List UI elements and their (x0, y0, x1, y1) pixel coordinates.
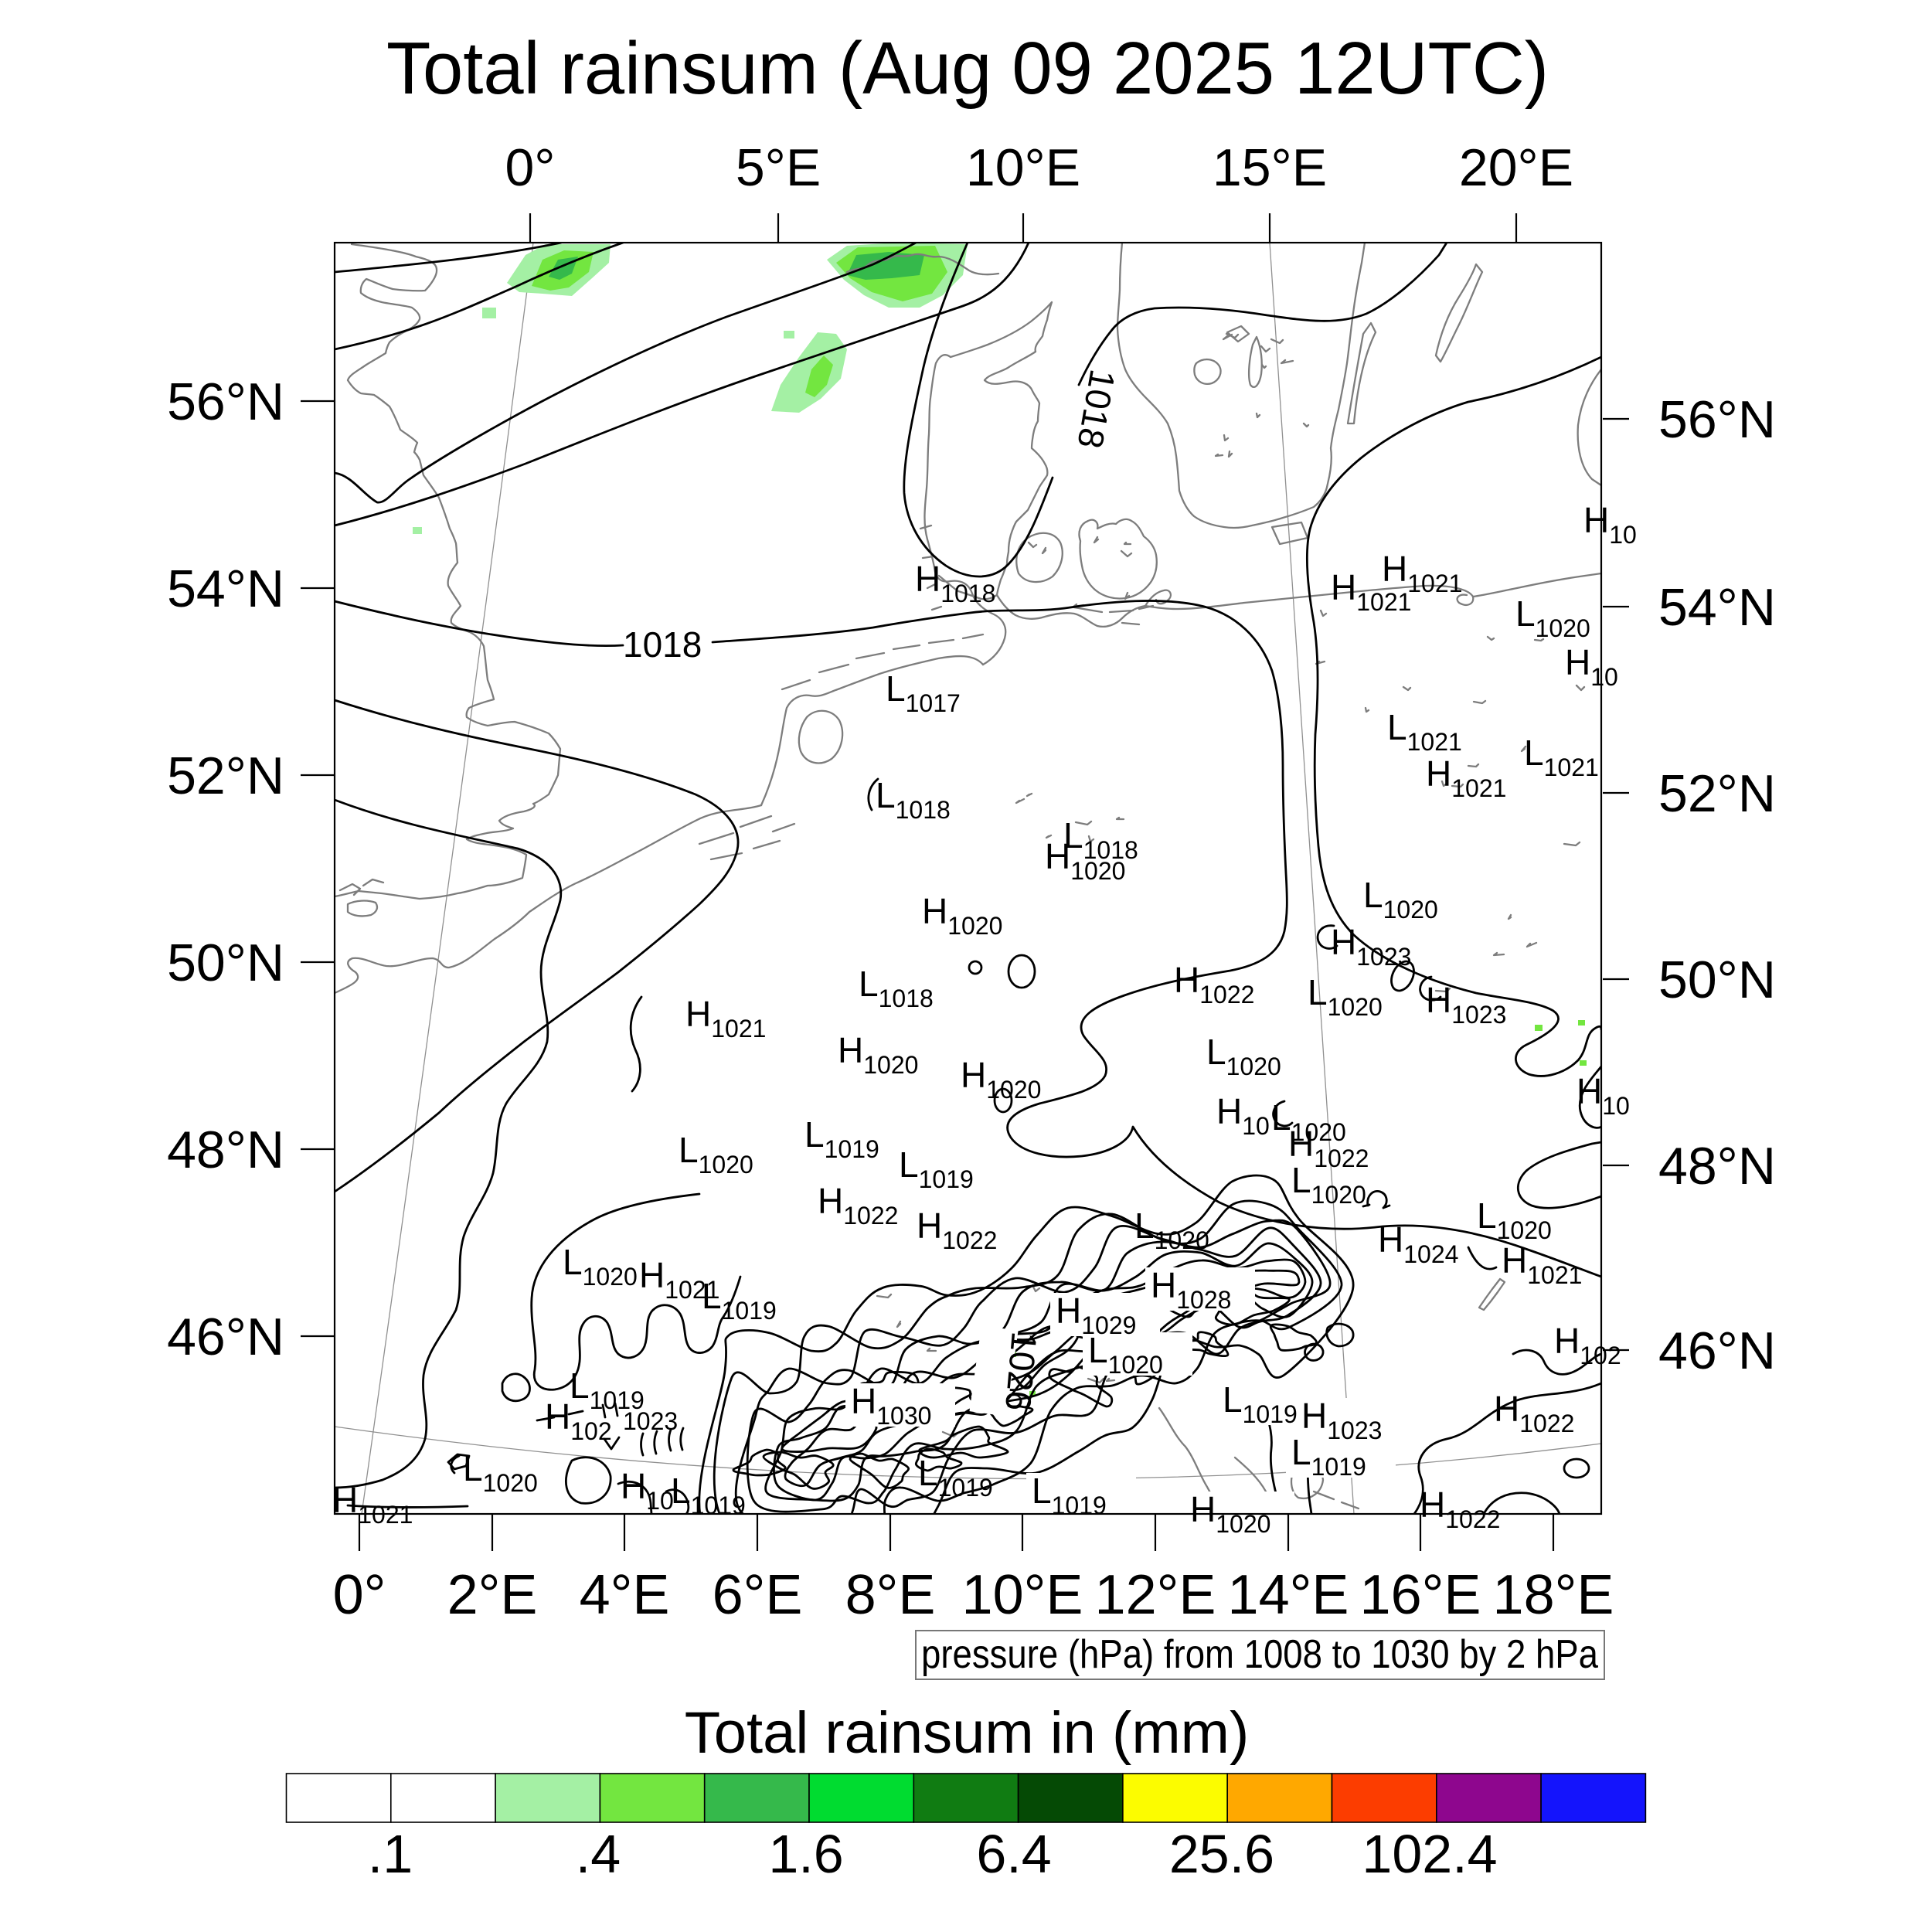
svg-text:10°E: 10°E (962, 1564, 1083, 1626)
svg-text:54°N: 54°N (1658, 578, 1776, 637)
svg-text:18°E: 18°E (1493, 1564, 1614, 1626)
svg-text:14°E: 14°E (1228, 1564, 1349, 1626)
svg-text:1023: 1023 (623, 1407, 678, 1435)
svg-text:46°N: 46°N (167, 1308, 284, 1366)
svg-text:0°: 0° (505, 138, 555, 197)
svg-text:48°N: 48°N (1658, 1137, 1776, 1196)
svg-text:8°E: 8°E (845, 1564, 936, 1626)
svg-text:5°E: 5°E (736, 138, 821, 197)
svg-text:0°: 0° (333, 1564, 386, 1626)
svg-text:46°N: 46°N (1658, 1321, 1776, 1380)
svg-text:6.4: 6.4 (976, 1824, 1051, 1884)
svg-text:20°E: 20°E (1459, 138, 1573, 197)
svg-text:56°N: 56°N (1658, 390, 1776, 449)
svg-text:54°N: 54°N (167, 560, 284, 618)
svg-text:6°E: 6°E (713, 1564, 803, 1626)
svg-text:16°E: 16°E (1360, 1564, 1481, 1626)
svg-text:50°N: 50°N (1658, 951, 1776, 1009)
svg-text:.1: .1 (368, 1824, 413, 1884)
svg-text:50°N: 50°N (167, 934, 284, 992)
svg-text:H1023: H1023 (1426, 980, 1506, 1029)
svg-text:25.6: 25.6 (1169, 1824, 1274, 1884)
svg-text:pressure (hPa) from 1008 to 10: pressure (hPa) from 1008 to 1030 by 2 hP… (921, 1632, 1598, 1677)
svg-text:48°N: 48°N (167, 1121, 284, 1179)
svg-text:Total rainsum (Aug 09 2025 12U: Total rainsum (Aug 09 2025 12UTC) (386, 27, 1549, 110)
svg-text:56°N: 56°N (167, 372, 284, 431)
svg-text:52°N: 52°N (1658, 764, 1776, 823)
svg-text:15°E: 15°E (1213, 138, 1327, 197)
svg-text:12°E: 12°E (1095, 1564, 1216, 1626)
svg-text:52°N: 52°N (167, 747, 284, 805)
svg-text:1018: 1018 (623, 624, 702, 665)
svg-text:102.4: 102.4 (1362, 1824, 1497, 1884)
svg-text:2°E: 2°E (447, 1564, 538, 1626)
svg-text:10°E: 10°E (966, 138, 1080, 197)
svg-text:.4: .4 (576, 1824, 621, 1884)
svg-text:1.6: 1.6 (768, 1824, 843, 1884)
svg-text:4°E: 4°E (580, 1564, 670, 1626)
svg-text:Total rainsum in (mm): Total rainsum in (mm) (685, 1700, 1250, 1766)
svg-text:1026: 1026 (998, 1330, 1045, 1412)
